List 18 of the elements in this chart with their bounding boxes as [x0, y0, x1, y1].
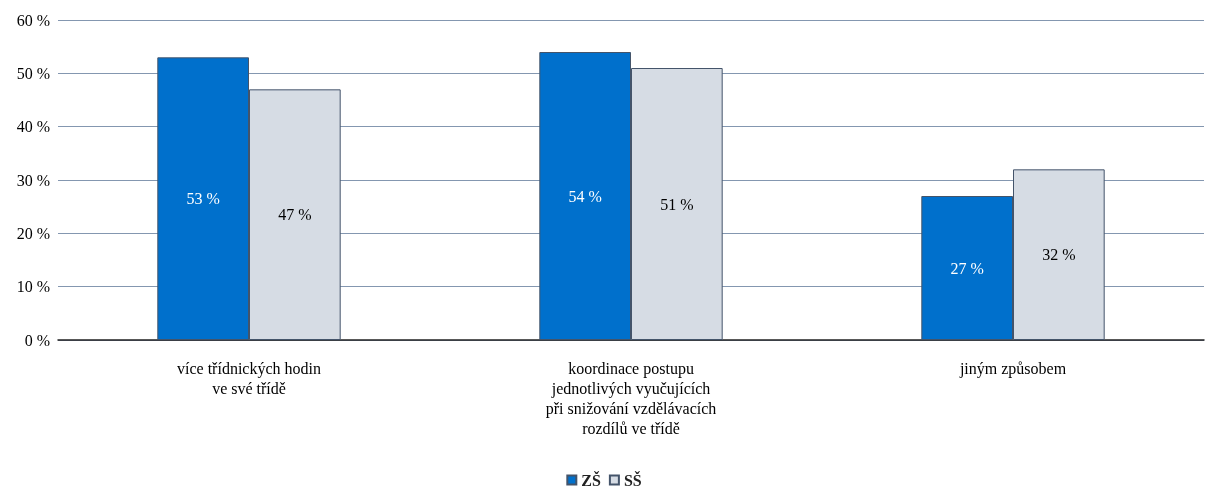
legend-label: ZŠ [581, 470, 601, 489]
y-tick-label: 20 % [16, 224, 50, 242]
y-tick-label: 30 % [16, 171, 50, 189]
y-tick-label: 50 % [16, 64, 50, 82]
y-tick-label: 60 % [16, 11, 50, 29]
legend-label: SŠ [623, 470, 642, 489]
y-tick-label: 10 % [16, 278, 50, 296]
x-tick-label: jiným způsobem [958, 359, 1067, 378]
y-tick-label: 0 % [24, 331, 50, 349]
data-label: 53 % [186, 190, 220, 208]
data-label: 32 % [1042, 246, 1076, 264]
x-tick-label: koordinace postupu jednotlivých vyučujících při snižování vzdělávacích rozdílů ve třídě [545, 359, 717, 437]
data-label: 27 % [950, 259, 984, 277]
x-tick-label: více třídnických hodin ve své třídě [177, 359, 321, 397]
data-label: 54 % [568, 187, 602, 205]
y-tick-label: 40 % [16, 118, 50, 136]
data-label: 51 % [660, 195, 694, 213]
data-label: 47 % [278, 206, 312, 224]
